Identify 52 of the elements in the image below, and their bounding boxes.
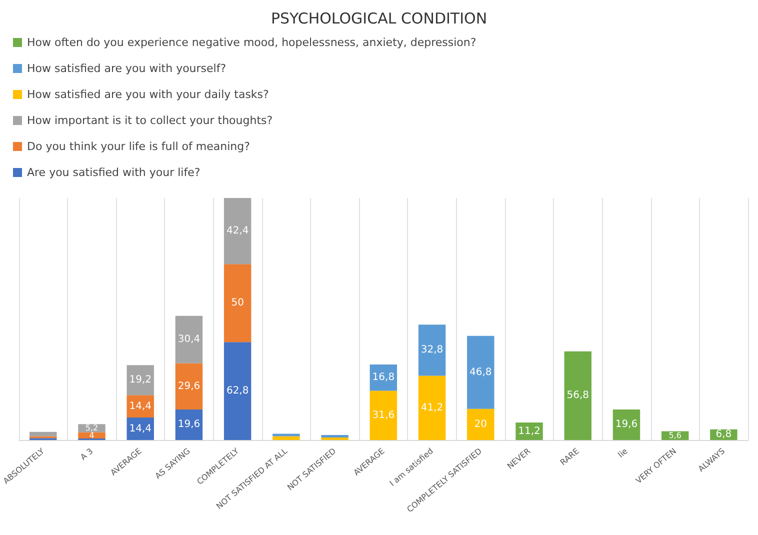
data-label: 19,6: [615, 419, 638, 430]
bar: [175, 409, 203, 440]
data-label: 4: [89, 430, 94, 440]
bar: [224, 342, 252, 440]
data-label: 11,2: [518, 426, 540, 437]
data-label: 32,8: [420, 344, 444, 356]
data-label: 62,8: [226, 386, 249, 397]
data-label: 41,2: [420, 402, 444, 414]
data-label: 31,6: [372, 410, 395, 421]
bar: [126, 365, 154, 396]
data-label: 16,8: [372, 372, 395, 384]
legend-label: Do you think your life is full of meaning?: [27, 140, 250, 153]
bar: [224, 264, 252, 342]
bar: [370, 390, 398, 440]
x-tick-label: lie: [616, 446, 630, 460]
data-label: 46,8: [470, 366, 492, 378]
bar: [78, 432, 106, 438]
bar: [321, 435, 348, 438]
legend-label: How important is it to collect your thoughts?: [27, 114, 273, 127]
bar: [175, 316, 203, 364]
data-label: 19,6: [178, 419, 200, 430]
bar: [272, 436, 300, 440]
bar: [467, 408, 494, 440]
legend-label: Are you satisfied with your life?: [27, 166, 200, 179]
bar: [418, 324, 446, 376]
legend-label: How often do you experience negative mood, hopelessness, anxiety, depression?: [27, 36, 476, 49]
data-label: 14,4: [129, 423, 152, 434]
x-tick-label: A 3: [78, 446, 95, 462]
data-label: 50: [231, 298, 244, 309]
data-label: 20: [474, 418, 488, 430]
data-label: 42,4: [226, 226, 249, 237]
chart-title: PSYCHOLOGICAL CONDITION: [270, 10, 488, 28]
bar: [418, 376, 446, 440]
bar: [175, 363, 203, 410]
bar: [224, 198, 252, 264]
data-label: 5,2: [85, 424, 98, 433]
bar: [126, 418, 154, 440]
bar: [126, 395, 154, 418]
data-label: 14,4: [129, 400, 152, 412]
bar: [272, 434, 300, 436]
data-label: 56,8: [566, 390, 589, 402]
data-label: 6,8: [716, 429, 732, 440]
data-label: 5,6: [668, 431, 682, 440]
bar: [467, 336, 494, 409]
bar: [30, 432, 57, 436]
data-label: 19,2: [129, 374, 152, 386]
legend-label: How satisfied are you with yourself?: [27, 62, 226, 75]
legend-label: How satisfied are you with your daily tasks?: [27, 88, 270, 101]
bar: [612, 409, 640, 440]
bar: [564, 351, 592, 440]
data-label: 29,6: [178, 380, 200, 392]
data-label: 30,4: [178, 334, 200, 346]
